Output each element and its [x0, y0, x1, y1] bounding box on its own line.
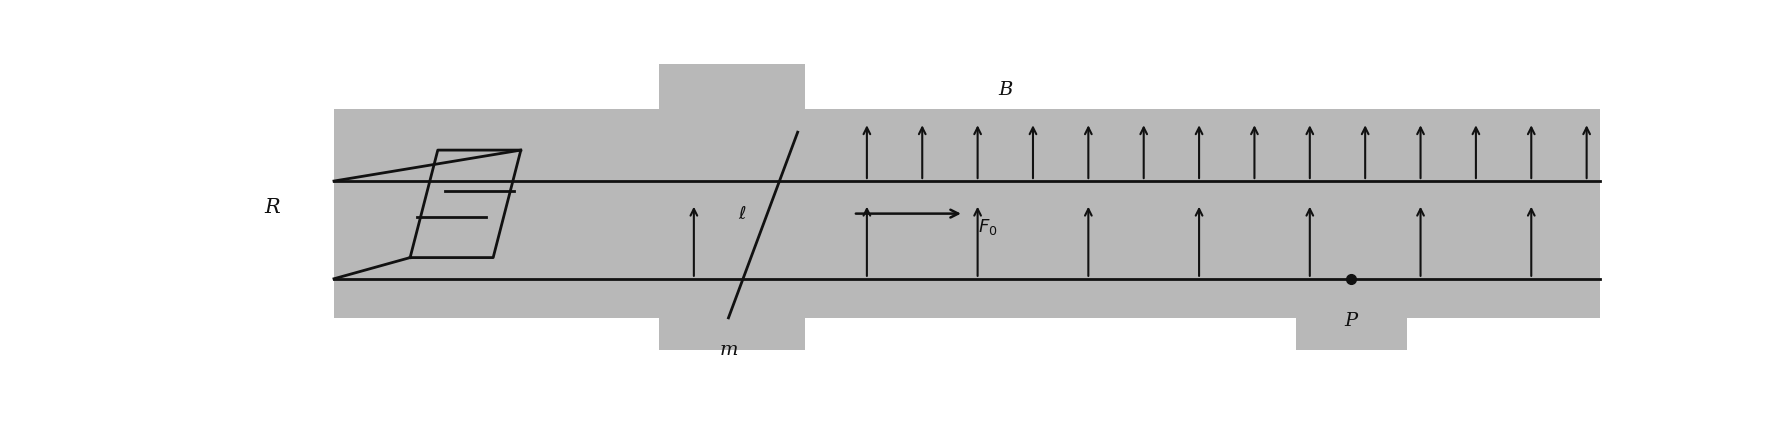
- Text: $\ell$: $\ell$: [738, 205, 747, 222]
- Bar: [1297, 318, 1407, 350]
- Bar: [334, 110, 1600, 318]
- Bar: [223, 318, 1607, 376]
- Bar: [223, 51, 1607, 110]
- Text: B: B: [998, 81, 1013, 99]
- Bar: [659, 64, 805, 110]
- Text: $F_0$: $F_0$: [977, 217, 997, 236]
- Bar: [659, 318, 805, 350]
- Text: P: P: [1345, 312, 1357, 330]
- Text: R: R: [264, 198, 280, 217]
- Text: m: m: [720, 341, 738, 360]
- Bar: [223, 51, 334, 376]
